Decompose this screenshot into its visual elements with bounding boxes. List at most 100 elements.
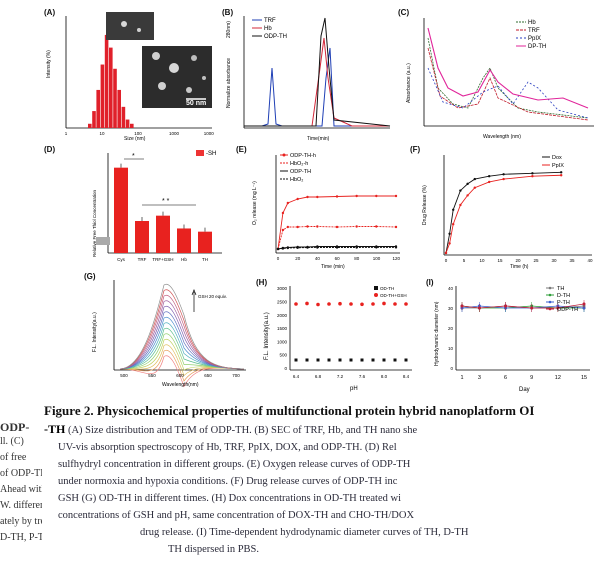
x-tick-label: 20 xyxy=(295,256,301,261)
x-tick-label: TRF+GSH xyxy=(152,257,173,262)
spectrum-line xyxy=(119,294,245,370)
legend-hb: Hb xyxy=(264,26,272,32)
x-axis-label: Time (h) xyxy=(510,264,529,270)
panel-c-chart: Hb TRF PpIX DP-TH Absorbance (a.u.) Wave… xyxy=(406,18,594,140)
legend-dox: Dox xyxy=(552,155,562,161)
x-tick-label: 80 xyxy=(354,256,360,261)
spectrum-line xyxy=(119,311,245,370)
data-point xyxy=(286,201,290,205)
data-point xyxy=(281,247,285,250)
data-point xyxy=(459,189,462,192)
fragment-line: ately by treatment on xyxy=(0,516,42,527)
legend-od-th: OD-TH xyxy=(380,286,394,291)
data-point xyxy=(531,172,534,175)
spectrum-line xyxy=(119,344,245,377)
data-point xyxy=(355,194,358,198)
fragment-line: of free xyxy=(0,452,27,463)
x-tick-label: 12 xyxy=(555,375,561,381)
fragment-line: D-TH, P-TH and ODP- xyxy=(0,532,42,543)
data-point xyxy=(452,223,455,226)
spectrum-line xyxy=(119,305,245,370)
y-axis-label: F.L. Intensity(a.u.) xyxy=(92,312,98,352)
y-axis-label: Absorbance (a.u.) xyxy=(406,63,412,103)
x-axis-label: Wavelength (nm) xyxy=(483,134,521,140)
x-axis-label: Time (min) xyxy=(321,264,345,270)
data-point xyxy=(504,304,508,308)
x-tick-label: 30 xyxy=(551,258,557,263)
data-point xyxy=(394,246,398,249)
y-tick-label: 20 xyxy=(448,326,454,331)
caption-title: Figure 2. Physicochemical properties of … xyxy=(44,403,535,418)
x-tick-label: 1 xyxy=(460,375,463,381)
data-point xyxy=(466,182,469,186)
data-point xyxy=(448,232,451,235)
data-point xyxy=(473,177,476,181)
legend-dp-th: DP-TH xyxy=(528,44,546,50)
y-tick-label: 40 xyxy=(448,286,454,291)
histogram-bar xyxy=(109,47,113,128)
legend-marker xyxy=(548,293,552,297)
panel-label: (C) xyxy=(398,8,410,17)
data-point xyxy=(335,246,339,249)
histogram-bar xyxy=(121,106,126,128)
spectrum-line xyxy=(119,322,245,370)
panel-label: (E) xyxy=(236,145,247,154)
figure-caption: Figure 2. Physicochemical properties of … xyxy=(44,403,596,558)
spectrum-line xyxy=(119,355,245,388)
x-tick-label: 550 xyxy=(148,373,156,378)
x-tick-label: 9 xyxy=(530,375,533,381)
x-tick-label: 40 xyxy=(587,258,593,263)
data-point xyxy=(335,195,339,198)
x-tick-label: 35 xyxy=(569,258,575,263)
y-axis-label: Normalize absorbance xyxy=(226,58,232,108)
caption-body: -TH (A) Size distribution and TEM of ODP… xyxy=(44,421,596,558)
data-point xyxy=(296,225,299,229)
data-point xyxy=(355,246,358,249)
x-tick-label: 5 xyxy=(463,258,466,263)
data-point xyxy=(375,225,378,228)
histogram-bar xyxy=(113,68,117,128)
x-tick-label: 20 xyxy=(515,258,521,263)
data-point xyxy=(560,171,563,174)
legend-odp-th: ODP-TH xyxy=(290,169,311,175)
panel-label: (G) xyxy=(84,272,96,281)
x-tick-label: 650 xyxy=(204,373,212,378)
legend-entry: P-TH xyxy=(557,300,570,306)
panel-g: (G) GSH 20 equiv. F.L. Intensity(a.u.) W… xyxy=(84,272,254,390)
data-point xyxy=(316,358,320,362)
data-point xyxy=(338,358,342,362)
data-point xyxy=(394,194,398,198)
panel-label: (D) xyxy=(44,145,56,154)
data-point xyxy=(349,302,353,306)
spectrum-line xyxy=(119,283,245,370)
sig-marker-1: * xyxy=(132,153,135,160)
panel-b: (B) TRF Hb ODP-TH Normalize absorbance 2… xyxy=(222,8,392,143)
legend-marker xyxy=(548,300,552,304)
legend-entry: ODP-TH xyxy=(557,307,578,313)
data-point xyxy=(281,211,285,215)
x-tick-label: 6.4 xyxy=(293,374,300,379)
panel-f-chart: Dox PpIX Drug Release (%) Time (h) 0 5 10 1… xyxy=(422,155,593,270)
y-tick-label: 2500 xyxy=(277,300,288,305)
odp-th-curve xyxy=(244,17,391,127)
x-tick-label: 10 xyxy=(99,131,105,136)
x-tick-label: 1000 xyxy=(169,131,180,136)
gsh-annotation: GSH 20 equiv. xyxy=(198,294,227,299)
panel-d: (D) * * * -SH Relative Free Thiol Concen… xyxy=(44,145,224,265)
spectrum-line xyxy=(119,327,245,370)
data-point xyxy=(355,225,358,228)
x-tick-label: 0 xyxy=(277,256,280,261)
data-point xyxy=(393,302,397,306)
legend-marker xyxy=(548,286,552,290)
sig-marker-2: * * xyxy=(162,198,170,205)
x-tick-label: 100 xyxy=(373,256,381,261)
data-point xyxy=(530,306,534,310)
series-line xyxy=(445,171,562,254)
data-point xyxy=(371,302,375,306)
x-axis-label: Size (nm) xyxy=(124,136,146,142)
y-axis-label: F.L. Intensity(a.u.) xyxy=(264,312,270,360)
data-point xyxy=(316,225,319,228)
histogram-bar xyxy=(100,64,105,128)
x-tick-label: 7.2 xyxy=(337,374,344,379)
